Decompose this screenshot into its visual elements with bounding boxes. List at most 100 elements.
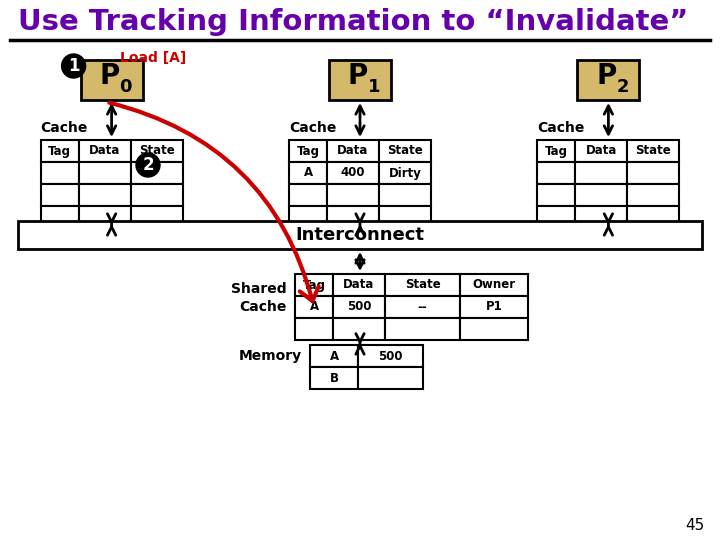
FancyArrowPatch shape	[109, 103, 319, 301]
Bar	[327, 140, 379, 162]
Text: Tag: Tag	[302, 279, 325, 292]
Text: Shared: Shared	[231, 282, 287, 296]
Bar	[18, 221, 702, 249]
Bar	[537, 162, 575, 184]
Bar	[379, 162, 431, 184]
Text: Data: Data	[337, 145, 369, 158]
Text: 500: 500	[347, 300, 372, 314]
Text: Cache: Cache	[240, 300, 287, 314]
Text: Dirty: Dirty	[389, 166, 421, 179]
Bar	[333, 318, 385, 340]
Circle shape	[62, 54, 86, 78]
Bar	[385, 274, 460, 296]
Text: 1: 1	[68, 57, 79, 75]
Bar	[130, 184, 183, 206]
Text: Data: Data	[585, 145, 617, 158]
Bar	[460, 296, 528, 318]
Text: P: P	[348, 62, 368, 90]
Bar	[130, 140, 183, 162]
Text: 2: 2	[142, 156, 154, 174]
Bar	[358, 345, 423, 367]
Text: Tag: Tag	[545, 145, 568, 158]
Bar	[329, 60, 391, 100]
Bar	[289, 184, 327, 206]
Bar	[81, 60, 143, 100]
Text: Use Tracking Information to “Invalidate”: Use Tracking Information to “Invalidate”	[18, 8, 688, 36]
Bar	[379, 184, 431, 206]
Text: Load [A]: Load [A]	[120, 51, 186, 65]
Bar	[385, 296, 460, 318]
Text: Interconnect: Interconnect	[295, 226, 425, 244]
Bar	[295, 274, 333, 296]
Text: 500: 500	[378, 349, 402, 362]
Bar	[327, 184, 379, 206]
Bar	[385, 318, 460, 340]
Bar	[537, 140, 575, 162]
Bar	[40, 206, 78, 228]
Bar	[78, 140, 130, 162]
Bar	[460, 274, 528, 296]
Text: Owner: Owner	[472, 279, 516, 292]
Bar	[627, 162, 680, 184]
Bar	[40, 162, 78, 184]
Bar	[295, 318, 333, 340]
Bar	[289, 140, 327, 162]
Text: A: A	[303, 166, 312, 179]
Circle shape	[136, 153, 160, 177]
Text: Data: Data	[343, 279, 374, 292]
Text: P1: P1	[485, 300, 503, 314]
Bar	[289, 206, 327, 228]
Bar	[78, 162, 130, 184]
Text: Cache: Cache	[537, 121, 585, 135]
Bar	[40, 140, 78, 162]
Text: State: State	[387, 145, 423, 158]
Bar	[327, 206, 379, 228]
Text: B: B	[330, 372, 338, 384]
Bar	[310, 345, 358, 367]
Text: State: State	[139, 145, 174, 158]
Text: Memory: Memory	[239, 349, 302, 363]
Bar	[575, 206, 627, 228]
Bar	[379, 206, 431, 228]
Bar	[333, 274, 385, 296]
Bar	[575, 162, 627, 184]
Bar	[130, 206, 183, 228]
Text: --: --	[418, 300, 428, 314]
Text: P: P	[99, 62, 120, 90]
Bar	[379, 140, 431, 162]
Bar	[78, 206, 130, 228]
Bar	[327, 162, 379, 184]
Bar	[358, 367, 423, 389]
Text: A: A	[310, 300, 318, 314]
Bar	[627, 184, 680, 206]
Text: Cache: Cache	[40, 121, 88, 135]
Bar	[537, 206, 575, 228]
Bar	[627, 140, 680, 162]
Bar	[295, 296, 333, 318]
Bar	[575, 184, 627, 206]
Bar	[40, 184, 78, 206]
Bar	[537, 184, 575, 206]
Bar	[460, 318, 528, 340]
Text: Cache: Cache	[289, 121, 336, 135]
Text: State: State	[405, 279, 441, 292]
Text: 0: 0	[120, 78, 132, 96]
Bar	[627, 206, 680, 228]
Text: 45: 45	[685, 517, 705, 532]
Text: Tag: Tag	[48, 145, 71, 158]
Text: 1: 1	[368, 78, 380, 96]
Text: P: P	[596, 62, 616, 90]
Text: 2: 2	[616, 78, 629, 96]
Text: 400: 400	[341, 166, 365, 179]
Bar	[289, 162, 327, 184]
Text: Data: Data	[89, 145, 120, 158]
Bar	[577, 60, 639, 100]
Text: A: A	[330, 349, 338, 362]
Text: State: State	[636, 145, 671, 158]
Bar	[310, 367, 358, 389]
Bar	[78, 184, 130, 206]
Text: Tag: Tag	[297, 145, 320, 158]
Bar	[130, 162, 183, 184]
Bar	[575, 140, 627, 162]
Bar	[333, 296, 385, 318]
